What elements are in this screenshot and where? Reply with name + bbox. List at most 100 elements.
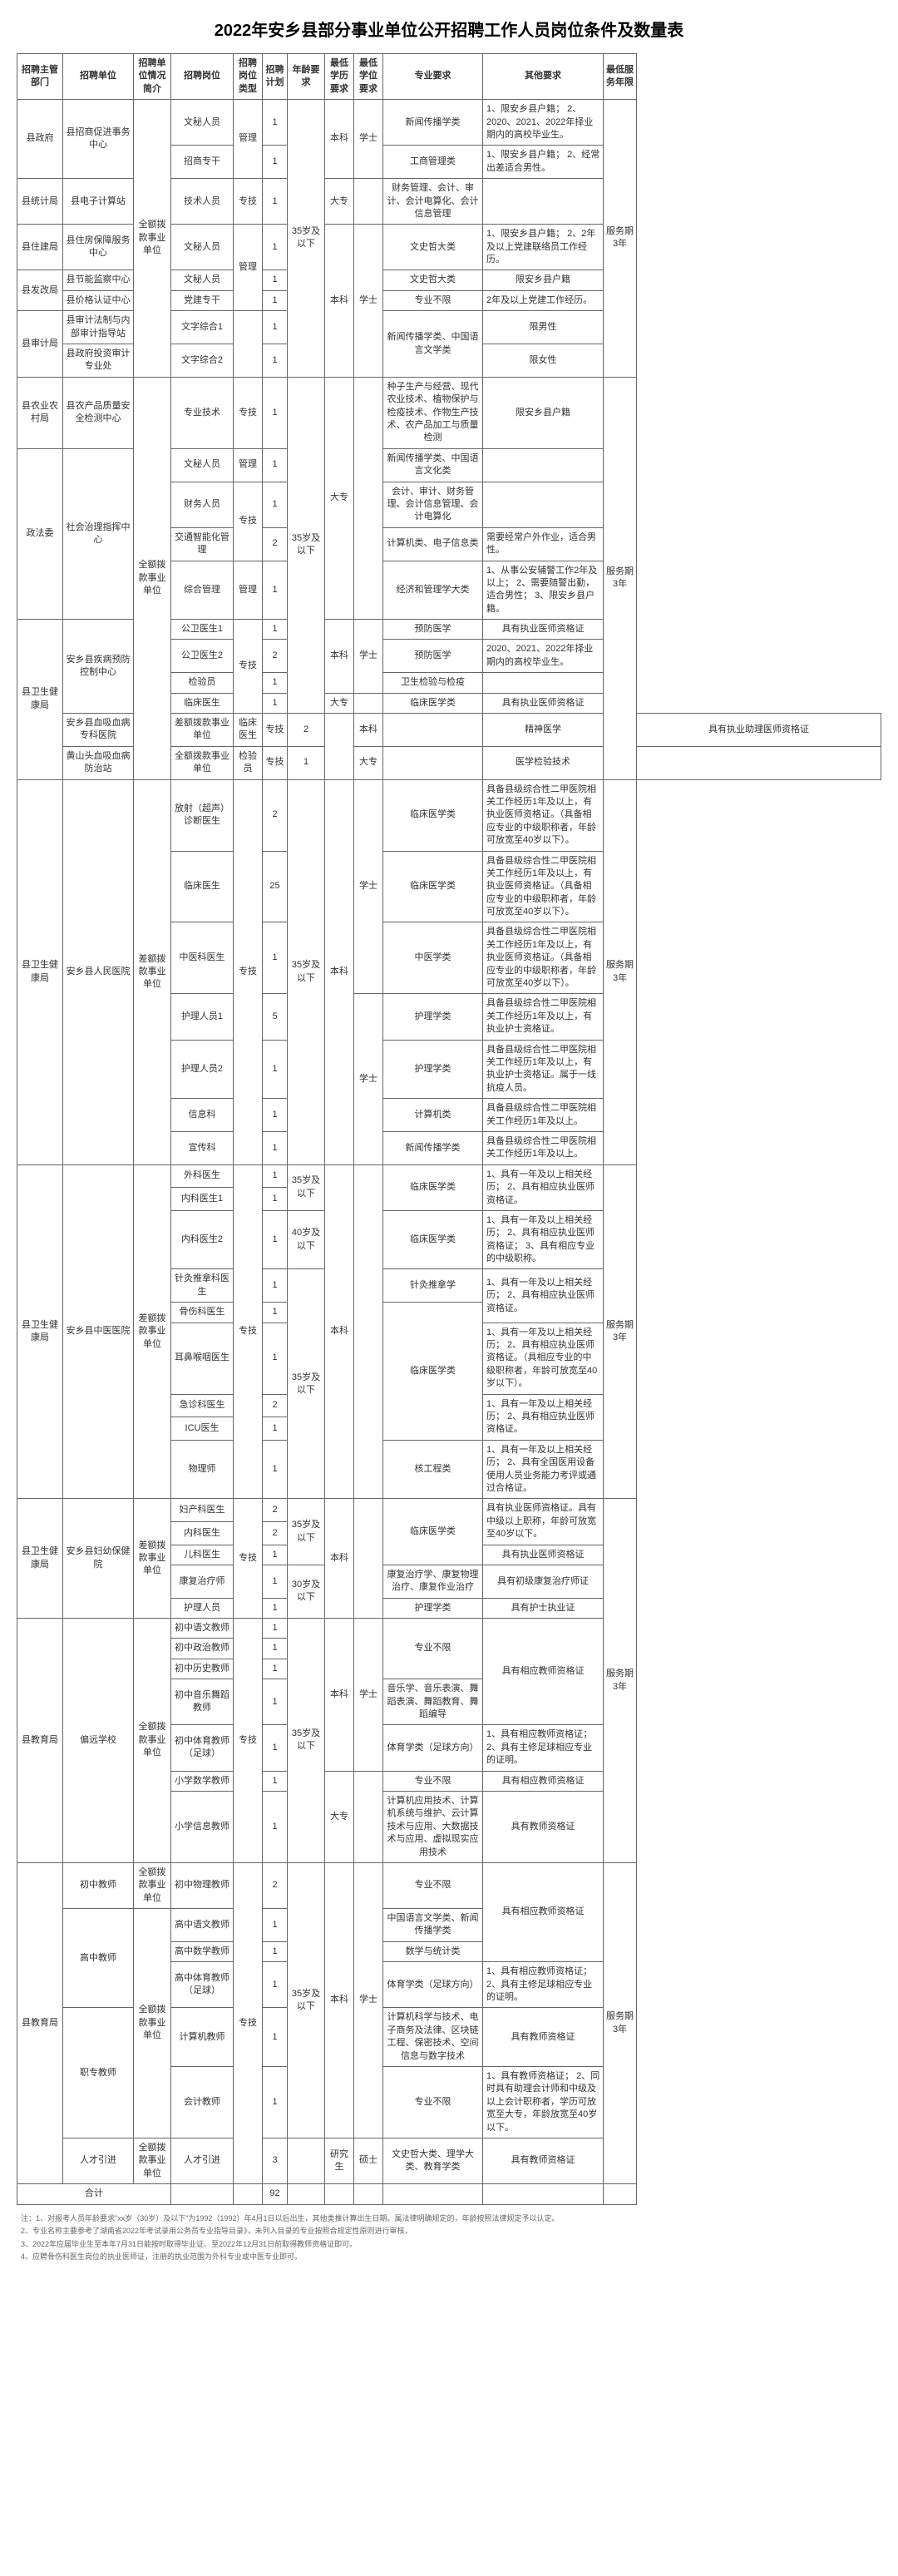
cell-major: 计算机科学与技术、电子商务及法律、区块链工程、保密技术、空间信息与数字技术 xyxy=(383,2008,483,2067)
cell-other: 1、具有一年及以上相关经历； 2、具有相应执业医师资格证。 xyxy=(483,1164,604,1210)
cell-major: 临床医学类 xyxy=(383,1164,483,1210)
cell-degree: 学士 xyxy=(354,994,383,1164)
cell-plan: 1 xyxy=(263,673,288,693)
cell-major: 中医学类 xyxy=(383,922,483,994)
cell-major: 预防医学 xyxy=(383,620,483,640)
cell-situation: 全额拨款事业单位 xyxy=(134,377,171,779)
cell-type: 专技 xyxy=(234,1862,263,2183)
cell-major: 专业不限 xyxy=(383,290,483,310)
cell-plan: 1 xyxy=(263,693,288,713)
cell-pos: 初中语文教师 xyxy=(171,1619,234,1639)
cell-major: 计算机应用技术、计算机系统与维护、云计算技术与应用、大数据技术与应用、虚拟现实应… xyxy=(383,1791,483,1862)
cell-other: 2020、2021、2022年择业期内的高校毕业生。 xyxy=(483,640,604,673)
cell-degree xyxy=(383,746,483,779)
page-title: 2022年安乡县部分事业单位公开招聘工作人员岗位条件及数量表 xyxy=(17,17,881,41)
cell-plan: 1 xyxy=(263,448,288,482)
th-degree: 最低学位要求 xyxy=(354,54,383,100)
cell-major: 种子生产与经营、现代农业技术、植物保护与检疫技术、作物生产技术、农产品加工与质量… xyxy=(383,377,483,448)
cell-plan: 1 xyxy=(263,146,288,179)
cell-pos: 宣传科 xyxy=(171,1131,234,1164)
footnote-line: 注：1、对报考人员年龄要求"xx岁（30岁）及以下"为1992（1992）年4月… xyxy=(21,2213,877,2225)
cell-pos: 内科医生 xyxy=(171,1521,234,1545)
cell-other: 具备县级综合性二甲医院相关工作经历1年及以上，有执业医师资格证。（具备相应专业的… xyxy=(483,851,604,922)
cell-type: 管理 xyxy=(234,225,263,311)
cell-plan: 1 xyxy=(263,1210,288,1269)
cell-major: 计算机类、电子信息类 xyxy=(383,527,483,561)
total-value: 92 xyxy=(263,2184,288,2204)
cell-pos: 临床医生 xyxy=(171,851,234,922)
cell-situation: 全额拨款事业单位 xyxy=(134,100,171,378)
cell-unit: 职专教师 xyxy=(63,2008,134,2138)
cell-other: 1、具有一年及以上相关经历； 2、具有相应执业医师资格证。 xyxy=(483,1394,604,1440)
cell-unit: 社会治理指挥中心 xyxy=(63,448,134,619)
cell-other: 具有执业助理医师资格证 xyxy=(637,714,881,747)
cell-other: 具备县级综合性二甲医院相关工作经历1年及以上，有执业护士资格证。属于一线抗疫人员… xyxy=(483,1040,604,1099)
cell-major: 会计、审计、财务管理、会计信息管理、会计电算化 xyxy=(383,482,483,527)
cell-dept: 县农业农村局 xyxy=(17,377,63,448)
cell-other: 限安乡县户籍 xyxy=(483,270,604,290)
cell-degree: 学士 xyxy=(354,1619,383,1772)
cell-major: 工商管理类 xyxy=(383,146,483,179)
cell-situation: 全额拨款事业单位 xyxy=(134,1619,171,1863)
cell-degree xyxy=(354,179,383,225)
cell-unit: 县节能监察中心 xyxy=(63,270,134,290)
cell-plan: 1 xyxy=(263,1619,288,1639)
cell xyxy=(604,2184,637,2204)
cell-major: 体育学类（足球方向） xyxy=(383,1962,483,2008)
cell-plan: 2 xyxy=(288,714,325,747)
cell-other: 1、具有一年及以上相关经历； 2、具有相应执业医师资格证。（具相应专业的中级职称… xyxy=(483,1323,604,1394)
footnote-line: 3、2022年应届毕业生至本年7月31日能按时取得毕业证、至2022年12月31… xyxy=(21,2239,877,2251)
cell-pos: 文秘人员 xyxy=(171,270,234,290)
cell-pos: 检验员 xyxy=(171,673,234,693)
cell-major: 精神医学 xyxy=(483,714,604,747)
cell-unit: 高中教师 xyxy=(63,1909,134,2008)
cell-plan: 1 xyxy=(263,1269,288,1303)
cell-dept: 县卫生健康局 xyxy=(17,779,63,1164)
cell-dept: 县统计局 xyxy=(17,179,63,225)
cell-type: 专技 xyxy=(234,1619,263,1863)
cell-edu: 本科 xyxy=(325,779,354,1164)
cell-major: 专业不限 xyxy=(383,1862,483,1908)
cell-dept: 县政府 xyxy=(17,100,63,179)
cell-plan: 1 xyxy=(263,1131,288,1164)
cell-pos: 急诊科医生 xyxy=(171,1394,234,1417)
cell-other: 具有教师资格证 xyxy=(483,2008,604,2067)
table-row: 高中教师 全额拨款事业单位 高中语文教师 1 中国语言文学类、新闻传播学类 xyxy=(17,1909,881,1942)
cell xyxy=(288,2184,325,2204)
cell-age: 40岁及以下 xyxy=(288,1210,325,1269)
cell-pos: 专业技术 xyxy=(171,377,234,448)
cell-degree xyxy=(354,693,383,713)
cell-situation: 全额拨款事业单位 xyxy=(134,2138,171,2183)
cell-age: 35岁及以下 xyxy=(288,1499,325,1565)
cell-unit: 安乡县血吸血病专科医院 xyxy=(63,714,134,747)
cell-major: 文史哲大类、理学大类、教育学类 xyxy=(383,2138,483,2183)
th-unit: 招聘单位 xyxy=(63,54,134,100)
table-row: 县卫生健康局 安乡县人民医院 差额拨款事业单位 放射（超声）诊断医生 专技 2 … xyxy=(17,779,881,851)
cell-edu: 大专 xyxy=(325,1771,354,1862)
cell-pos: 党建专干 xyxy=(171,290,234,310)
cell-type: 专技 xyxy=(234,377,263,448)
cell-other: 具有执业医师资格证 xyxy=(483,1545,604,1565)
cell-other: 1、限安乡县户籍； 2、2年及以上党建联络员工作经历。 xyxy=(483,225,604,270)
cell-edu: 本科 xyxy=(325,620,354,694)
cell-major: 卫生检验与检疫 xyxy=(383,673,483,693)
cell-pos: 护理人员2 xyxy=(171,1040,234,1099)
cell-dept: 县住建局 xyxy=(17,225,63,270)
cell-other: 限安乡县户籍 xyxy=(483,377,604,448)
cell-unit: 县审计法制与内部审计指导站 xyxy=(63,311,134,344)
cell-pos: 高中语文教师 xyxy=(171,1909,234,1942)
cell-plan: 25 xyxy=(263,851,288,922)
cell-type: 专技 xyxy=(234,779,263,1164)
cell-other xyxy=(483,448,604,482)
cell-other: 具备县级综合性二甲医院相关工作经历1年及以上，有执业医师资格证。（具备相应专业的… xyxy=(483,922,604,994)
cell-plan: 2 xyxy=(263,1862,288,1908)
cell-situation: 差额拨款事业单位 xyxy=(171,714,234,747)
cell-pos: 公卫医生2 xyxy=(171,640,234,673)
cell-degree xyxy=(354,1499,383,1619)
cell-major: 医学检验技术 xyxy=(483,746,604,779)
cell-other: 1、具有相应教师资格证； 2、具有主修足球相应专业的证明。 xyxy=(483,1962,604,2008)
cell-pos: 耳鼻喉咽医生 xyxy=(171,1323,234,1394)
cell-other xyxy=(483,673,604,693)
cell-pos: 信息科 xyxy=(171,1099,234,1132)
cell-major: 新闻传播学类、中国语言文化类 xyxy=(383,448,483,482)
